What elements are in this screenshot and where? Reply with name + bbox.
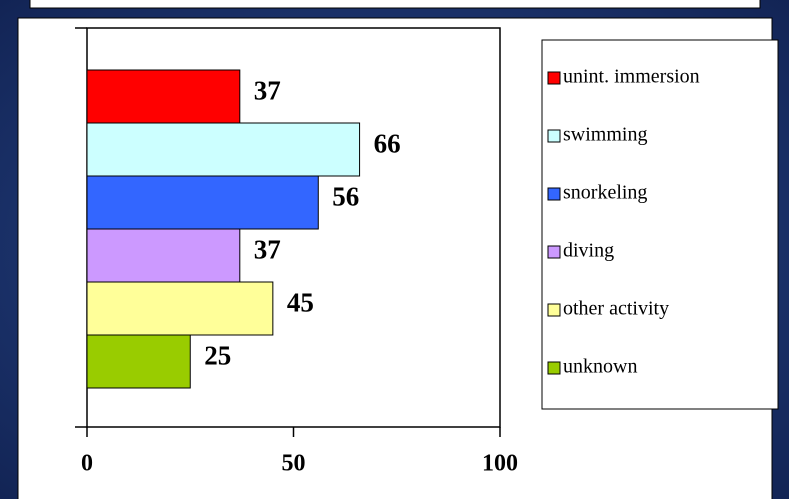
legend-label: snorkeling — [563, 182, 647, 204]
legend-swatch — [547, 129, 561, 143]
plot: 0 50 100 37 unint. immersion 66 swimming 56 snor… — [81, 66, 700, 477]
x-tick-label: 50 — [282, 451, 306, 477]
legend-label: unknown — [563, 356, 637, 378]
legend-label: swimming — [563, 124, 647, 146]
x-tick-label: 100 — [482, 451, 518, 477]
legend-label: diving — [563, 240, 614, 262]
data-label: 56 — [332, 182, 359, 212]
data-label: 37 — [254, 235, 281, 265]
legend-swatch — [547, 187, 561, 201]
legend-swatch — [547, 361, 561, 375]
legend-label: other activity — [563, 298, 669, 320]
data-label: 25 — [204, 341, 231, 371]
legend-swatch — [547, 245, 561, 259]
legend-box — [541, 39, 779, 410]
data-label: 66 — [374, 129, 401, 159]
bar — [86, 175, 319, 230]
data-label: 45 — [287, 288, 314, 318]
legend-swatch — [547, 303, 561, 317]
bar — [86, 122, 361, 177]
bar — [86, 334, 191, 389]
bar — [86, 69, 241, 124]
data-label: 37 — [254, 76, 281, 106]
bar — [86, 228, 241, 283]
legend-swatch — [547, 71, 561, 85]
top-strip — [29, 0, 761, 9]
x-tick-label: 0 — [81, 451, 93, 477]
bar — [86, 281, 274, 336]
legend-label: unint. immersion — [563, 66, 700, 88]
